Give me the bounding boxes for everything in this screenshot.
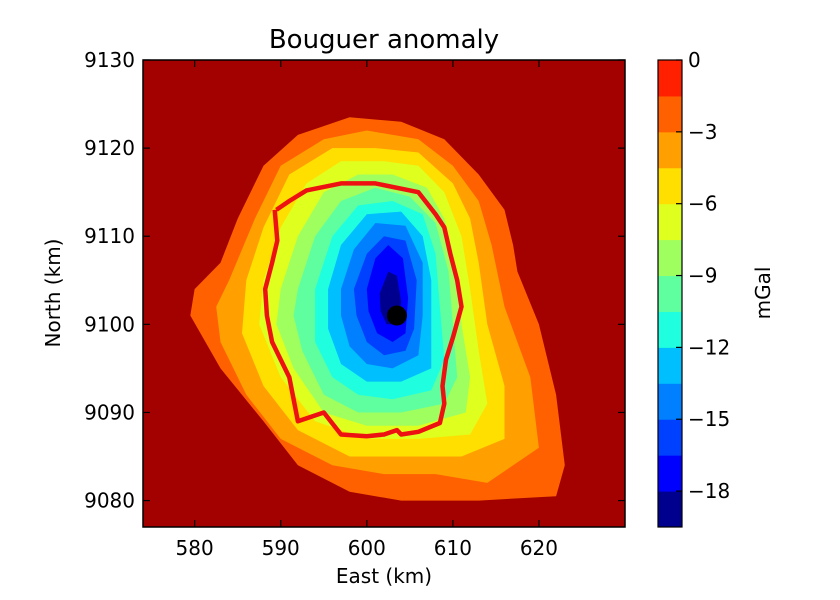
colorbar-band [658,239,682,277]
colorbar-band [658,347,682,384]
colorbar-tick-label: −15 [688,407,730,431]
anomaly-center-marker [386,305,407,326]
plot-area [143,60,625,527]
colorbar-ticks: 0 −3 −6 −9 −12 −15 −18 [676,48,730,503]
colorbar [658,60,682,528]
y-axis-label: North (km) [41,239,65,348]
plot-frame [142,59,626,528]
colorbar-tick-label: 0 [688,48,701,72]
colorbar-tick-label: −18 [688,479,730,503]
x-tick-label: 590 [262,536,300,560]
x-tick-label: 580 [176,536,214,560]
x-tick-label: 610 [434,536,472,560]
y-tick-label: 9100 [84,312,135,336]
colorbar-frame [657,59,683,528]
colorbar-band [658,275,682,312]
x-tick-label: 600 [348,536,386,560]
colorbar-band [658,167,682,205]
colorbar-band [658,383,682,420]
colorbar-band [658,311,682,348]
colorbar-tick-label: −9 [688,264,717,288]
y-tick-label: 9130 [84,48,135,72]
x-axis-label: East (km) [336,564,432,588]
colorbar-tick-label: −6 [688,192,717,216]
x-axis: 580 590 600 610 620 [176,60,558,560]
y-tick-label: 9080 [84,489,135,513]
colorbar-label: mGal [751,267,775,320]
y-tick-label: 9090 [84,400,135,424]
x-tick-label: 620 [520,536,558,560]
colorbar-band [658,131,682,169]
y-tick-label: 9110 [84,224,135,248]
y-axis: 9080 9090 9100 9110 9120 9130 [84,48,625,513]
colorbar-band [658,419,682,456]
y-tick-label: 9120 [84,136,135,160]
colorbar-tick-label: −12 [688,335,730,359]
survey-outline [262,181,464,439]
colorbar-band [658,203,682,241]
chart-title: Bouguer anomaly [269,25,499,55]
colorbar-band [658,455,682,492]
colorbar-band [658,60,682,97]
colorbar-band [658,491,682,528]
colorbar-tick-label: −3 [688,120,717,144]
colorbar-band [658,95,682,133]
